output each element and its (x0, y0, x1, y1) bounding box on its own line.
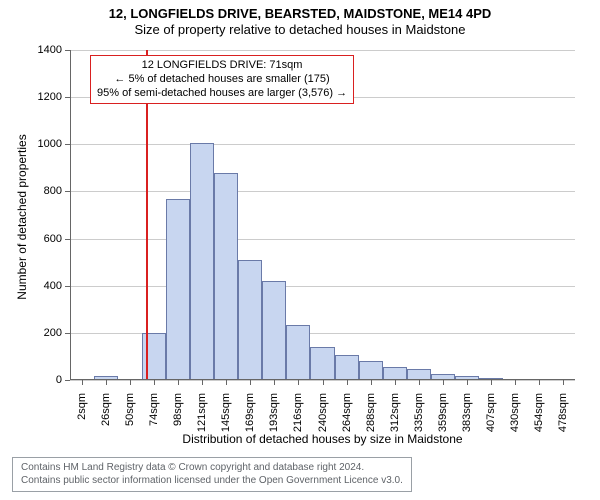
x-tick-mark (467, 380, 468, 385)
x-tick-mark (178, 380, 179, 385)
annotation-line3: 95% of semi-detached houses are larger (… (97, 87, 347, 101)
y-tick-label: 800 (0, 185, 62, 197)
x-tick-mark (82, 380, 83, 385)
footer-line2: Contains public sector information licen… (21, 475, 403, 488)
x-tick-mark (371, 380, 372, 385)
y-tick-label: 0 (0, 374, 62, 386)
x-axis-label: Distribution of detached houses by size … (70, 432, 575, 446)
chart-title: 12, LONGFIELDS DRIVE, BEARSTED, MAIDSTON… (0, 0, 600, 21)
y-tick-mark (65, 286, 70, 287)
chart-container: 12, LONGFIELDS DRIVE, BEARSTED, MAIDSTON… (0, 0, 600, 500)
y-tick-label: 400 (0, 280, 62, 292)
histogram-bar (286, 325, 310, 380)
x-tick-mark (226, 380, 227, 385)
x-tick-mark (347, 380, 348, 385)
footer-line1: Contains HM Land Registry data © Crown c… (21, 462, 403, 475)
x-tick-mark (491, 380, 492, 385)
y-tick-mark (65, 239, 70, 240)
x-tick-mark (443, 380, 444, 385)
y-tick-mark (65, 144, 70, 145)
y-tick-label: 1200 (0, 91, 62, 103)
x-tick-mark (395, 380, 396, 385)
x-tick-mark (130, 380, 131, 385)
y-tick-mark (65, 97, 70, 98)
x-tick-mark (250, 380, 251, 385)
histogram-bar (359, 361, 383, 380)
histogram-bar (214, 173, 238, 380)
y-tick-mark (65, 380, 70, 381)
x-tick-mark (202, 380, 203, 385)
footer-attribution: Contains HM Land Registry data © Crown c… (12, 457, 412, 492)
y-tick-mark (65, 191, 70, 192)
y-tick-label: 1000 (0, 138, 62, 150)
y-tick-label: 600 (0, 233, 62, 245)
x-tick-mark (539, 380, 540, 385)
x-tick-mark (154, 380, 155, 385)
y-tick-label: 200 (0, 327, 62, 339)
x-tick-mark (419, 380, 420, 385)
histogram-bar (166, 199, 190, 381)
annotation-line2: ← 5% of detached houses are smaller (175… (97, 73, 347, 87)
x-tick-mark (274, 380, 275, 385)
x-tick-mark (563, 380, 564, 385)
y-tick-mark (65, 333, 70, 334)
x-tick-mark (106, 380, 107, 385)
histogram-bar (310, 347, 334, 380)
x-tick-mark (515, 380, 516, 385)
histogram-bar (262, 281, 286, 380)
y-axis-line (70, 50, 71, 380)
annotation-line1: 12 LONGFIELDS DRIVE: 71sqm (97, 59, 347, 73)
histogram-bar (335, 355, 359, 380)
y-tick-label: 1400 (0, 44, 62, 56)
x-tick-mark (298, 380, 299, 385)
annotation-box: 12 LONGFIELDS DRIVE: 71sqm ← 5% of detac… (90, 55, 354, 104)
histogram-bar (238, 260, 262, 380)
x-tick-mark (323, 380, 324, 385)
chart-subtitle: Size of property relative to detached ho… (0, 21, 600, 37)
y-tick-mark (65, 50, 70, 51)
histogram-bar (190, 143, 214, 380)
